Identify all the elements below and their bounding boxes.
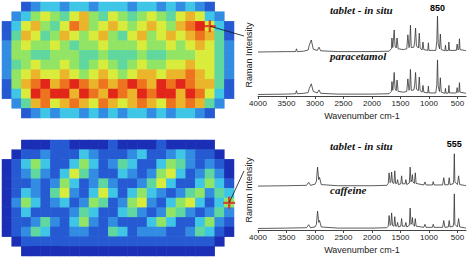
svg-text:Raman Intensity: Raman Intensity [244, 157, 254, 223]
svg-text:Raman Intensity: Raman Intensity [244, 22, 254, 88]
svg-text:2500: 2500 [335, 233, 353, 242]
svg-text:3000: 3000 [306, 99, 324, 108]
svg-text:1500: 1500 [392, 233, 410, 242]
svg-text:4000: 4000 [249, 99, 267, 108]
svg-text:2500: 2500 [335, 99, 353, 108]
svg-text:3500: 3500 [278, 233, 296, 242]
svg-text:500: 500 [451, 99, 465, 108]
svg-text:1500: 1500 [392, 99, 410, 108]
svg-text:paracetamol: paracetamol [330, 49, 387, 62]
svg-text:3000: 3000 [306, 233, 324, 242]
svg-text:1000: 1000 [420, 99, 438, 108]
svg-text:caffeine: caffeine [330, 183, 367, 196]
svg-text:Wavenumber cm-1: Wavenumber cm-1 [324, 245, 400, 255]
svg-text:850: 850 [430, 3, 445, 13]
svg-text:500: 500 [451, 233, 465, 242]
svg-text:1000: 1000 [420, 233, 438, 242]
svg-text:4000: 4000 [249, 233, 267, 242]
svg-text:555: 555 [447, 139, 462, 149]
svg-text:2000: 2000 [363, 99, 381, 108]
svg-text:2000: 2000 [363, 233, 381, 242]
svg-text:tablet - in situ: tablet - in situ [330, 4, 393, 16]
svg-text:Wavenumber cm-1: Wavenumber cm-1 [324, 111, 400, 121]
svg-text:tablet - in situ: tablet - in situ [330, 140, 393, 152]
svg-text:3500: 3500 [278, 99, 296, 108]
